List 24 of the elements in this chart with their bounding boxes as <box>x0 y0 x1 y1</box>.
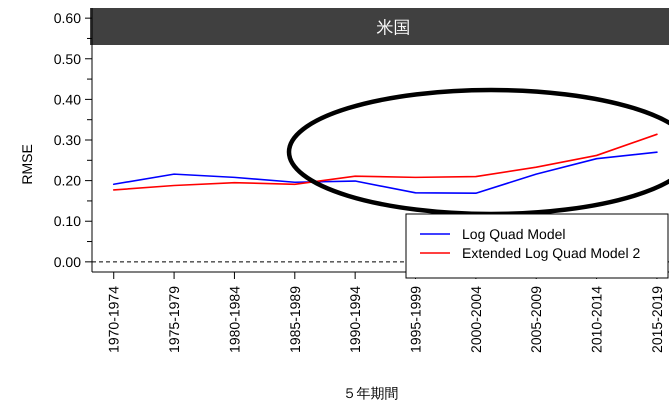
x-tick-label: 1995-1999 <box>408 286 424 353</box>
y-tick-label: 0.00 <box>54 254 82 270</box>
x-axis-title: ５年期間 <box>342 385 398 401</box>
x-tick-label: 1990-1994 <box>347 286 364 353</box>
x-tick-label: 1980-1984 <box>226 286 242 353</box>
x-tick-label: 2005-2009 <box>528 286 544 353</box>
line-series <box>112 151 658 194</box>
y-tick-label: 0.40 <box>54 91 82 108</box>
x-tick-label: 1985-1989 <box>286 286 303 353</box>
y-tick-label: 0.10 <box>54 213 82 230</box>
x-tick-label: 2015-2019 <box>648 286 665 353</box>
x-tick-label: 2010-2014 <box>588 286 605 353</box>
x-tick-label: 1970-1974 <box>106 286 122 353</box>
y-tick-label: 0.50 <box>54 50 82 67</box>
legend-label: Log Quad Model <box>462 226 566 242</box>
y-tick-label: 0.20 <box>54 172 82 189</box>
legend-label: Extended Log Quad Model 2 <box>462 245 640 261</box>
y-tick-label: 0.60 <box>54 10 82 26</box>
x-tick-label: 1975-1979 <box>166 286 182 353</box>
text: 米国 <box>376 18 410 37</box>
line-series <box>112 134 658 191</box>
x-tick-label: 2000-2004 <box>468 286 484 353</box>
y-axis-title: RMSE <box>19 144 35 185</box>
y-tick-label: 0.30 <box>54 132 82 148</box>
